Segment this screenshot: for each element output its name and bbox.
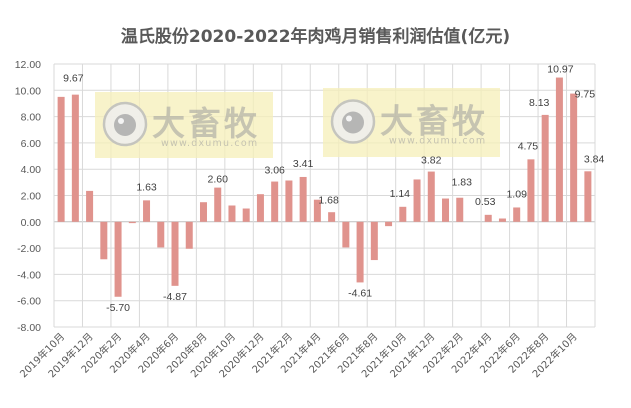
data-label: 0.53 bbox=[475, 196, 496, 208]
y-tick-label: 8.00 bbox=[21, 112, 42, 124]
bar bbox=[427, 171, 435, 222]
y-tick-label: 6.00 bbox=[21, 138, 42, 150]
y-tick-label: -2.00 bbox=[17, 243, 41, 255]
bar bbox=[328, 212, 336, 222]
y-tick-label: -6.00 bbox=[17, 296, 41, 308]
bar bbox=[484, 214, 492, 222]
data-label: 3.82 bbox=[421, 155, 442, 167]
chart-title: 温氏股份2020-2022年肉鸡月销售利润估值(亿元) bbox=[120, 27, 511, 47]
bar bbox=[185, 221, 193, 249]
data-label: 1.14 bbox=[390, 188, 411, 200]
data-label: 1.63 bbox=[136, 181, 157, 193]
bar bbox=[385, 221, 393, 227]
bar bbox=[57, 96, 65, 222]
data-label: -4.87 bbox=[163, 291, 187, 303]
watermark-url: www.dxumu.com bbox=[161, 138, 258, 149]
bar bbox=[555, 77, 563, 222]
bar bbox=[128, 221, 136, 224]
bar bbox=[199, 202, 207, 222]
data-label: 8.13 bbox=[529, 97, 550, 109]
bar bbox=[214, 187, 222, 222]
bar bbox=[442, 198, 450, 222]
bar bbox=[313, 199, 321, 222]
data-label: 9.75 bbox=[575, 89, 596, 101]
bar bbox=[271, 181, 279, 222]
bar bbox=[513, 207, 521, 222]
bar bbox=[242, 208, 250, 222]
bar bbox=[285, 180, 293, 222]
bar bbox=[299, 176, 307, 222]
bar bbox=[256, 194, 264, 222]
data-label: 3.41 bbox=[293, 158, 314, 170]
watermark-brand: 大畜牧 bbox=[152, 104, 260, 143]
bar-series bbox=[57, 77, 592, 297]
bar bbox=[114, 221, 122, 297]
bar bbox=[86, 190, 94, 222]
y-tick-label: -8.00 bbox=[17, 322, 41, 334]
bar bbox=[370, 221, 378, 261]
y-tick-label: 12.00 bbox=[15, 59, 41, 71]
data-label: -4.61 bbox=[348, 287, 372, 299]
bar bbox=[498, 218, 506, 222]
bar bbox=[527, 159, 535, 222]
data-label: 1.09 bbox=[506, 188, 527, 200]
bar bbox=[171, 221, 179, 286]
data-label: 9.67 bbox=[63, 73, 84, 85]
y-tick-label: -4.00 bbox=[17, 269, 41, 281]
x-axis: 2019年10月2019年12月2020年2月2020年4月2020年6月202… bbox=[17, 330, 580, 380]
data-label: 3.84 bbox=[584, 153, 605, 165]
y-axis: 12.00 10.00 8.00 6.00 4.00 2.00 0.00 -2.00 -4.00… bbox=[15, 59, 41, 334]
bar bbox=[399, 206, 407, 222]
data-label: 1.83 bbox=[452, 177, 473, 189]
bar bbox=[541, 114, 549, 222]
data-label: 2.60 bbox=[208, 174, 229, 186]
data-labels: 9.67 -5.70 1.63 -4.87 2.60 3.06 3.41 1.68 -4.61 1… bbox=[63, 64, 604, 314]
data-label: 3.06 bbox=[264, 165, 285, 177]
bar bbox=[413, 179, 421, 222]
bar bbox=[100, 221, 108, 260]
bar bbox=[356, 221, 364, 283]
bar bbox=[570, 93, 578, 222]
y-tick-label: 10.00 bbox=[15, 85, 41, 97]
data-label: 10.97 bbox=[547, 64, 573, 76]
bar bbox=[584, 171, 592, 222]
data-label: 1.68 bbox=[318, 195, 339, 207]
bar bbox=[342, 221, 350, 248]
data-label: 4.75 bbox=[518, 140, 539, 152]
bar bbox=[456, 197, 464, 222]
y-tick-label: 2.00 bbox=[21, 191, 42, 203]
y-tick-label: 4.00 bbox=[21, 164, 42, 176]
bar bbox=[143, 200, 151, 222]
data-label: -5.70 bbox=[106, 302, 130, 314]
watermark-url: www.dxumu.com bbox=[389, 136, 486, 147]
bar bbox=[228, 205, 236, 222]
watermark-brand: 大畜牧 bbox=[380, 102, 488, 141]
y-tick-label: 0.00 bbox=[21, 217, 42, 229]
bar bbox=[71, 94, 79, 222]
bar bbox=[157, 221, 165, 248]
